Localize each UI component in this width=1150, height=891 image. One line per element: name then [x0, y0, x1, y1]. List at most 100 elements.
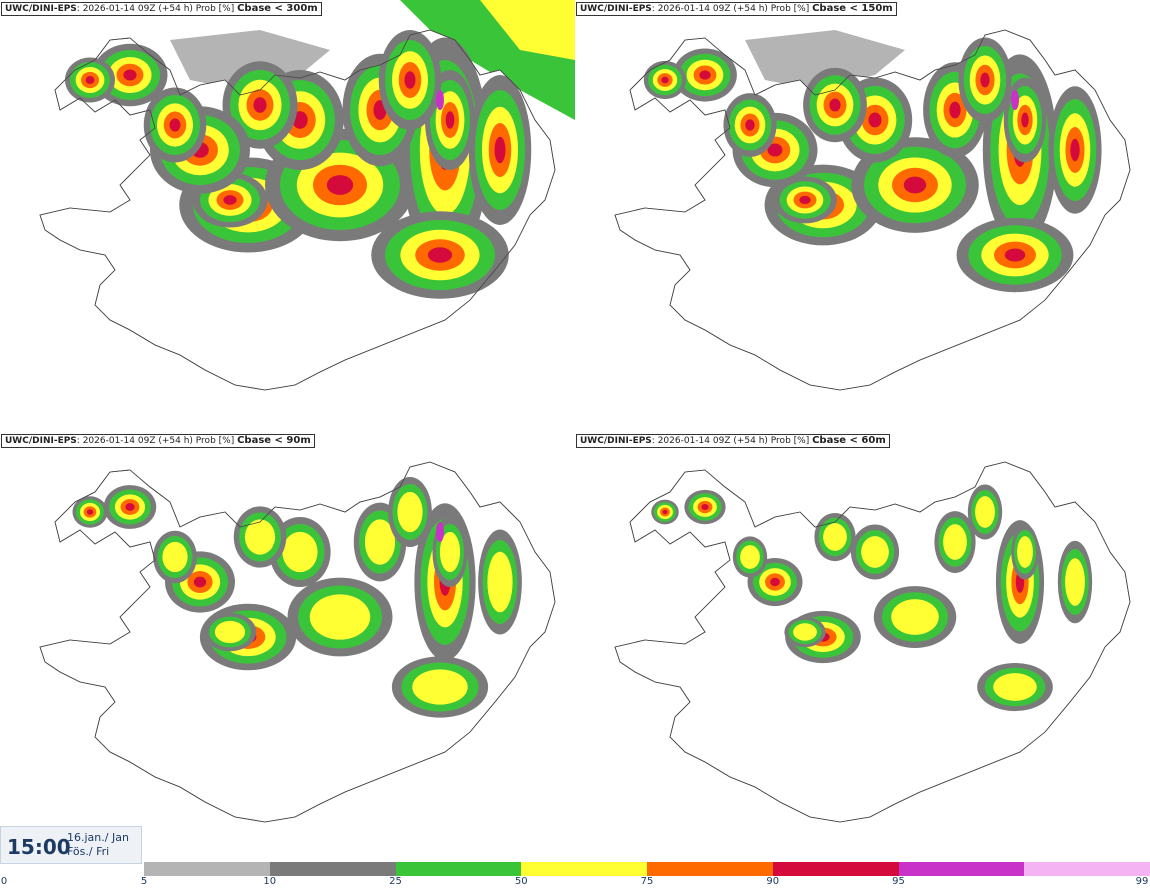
prob-contour: [487, 551, 513, 613]
prob-contour: [799, 195, 811, 205]
map-panel-300m: UWC/DINI-EPS: 2026-01-14 09Z (+54 h) Pro…: [0, 0, 575, 430]
threshold-label: Cbase < 150m: [812, 3, 893, 14]
iceland-map: [614, 29, 1131, 391]
panel-header: UWC/DINI-EPS: 2026-01-14 09Z (+54 h) Pro…: [1, 434, 315, 448]
model-name: UWC/DINI-EPS: [580, 4, 652, 14]
iceland-coastline-outline: [39, 29, 556, 391]
prob-field-grey: [745, 30, 905, 90]
colorbar-segment: [772, 862, 899, 876]
colorbar-tick-label: 50: [514, 876, 528, 887]
prob-contour: [767, 143, 783, 157]
prob-contour: [397, 491, 423, 533]
colorbar-segment: [898, 862, 1025, 876]
prob-peak: [1011, 90, 1019, 110]
prob-contour: [169, 118, 181, 132]
prob-contour: [223, 195, 237, 205]
run-info: 2026-01-14 09Z (+54 h) Prob [%]: [657, 436, 810, 446]
prob-contour: [661, 76, 669, 84]
prob-contour: [1004, 248, 1026, 262]
prob-contour: [943, 524, 967, 560]
prob-contour: [214, 620, 246, 644]
valid-time: 15:00: [7, 835, 71, 859]
prob-contour: [891, 599, 939, 635]
prob-contour: [980, 72, 990, 88]
prob-contour: [1021, 112, 1029, 128]
threshold-label: Cbase < 300m: [237, 3, 318, 14]
run-info: 2026-01-14 09Z (+54 h) Prob [%]: [657, 4, 810, 14]
colorbar-tick-label: 0: [0, 876, 8, 887]
panel-header: UWC/DINI-EPS: 2026-01-14 09Z (+54 h) Pro…: [576, 434, 890, 448]
iceland-coastline-outline: [614, 461, 1131, 823]
colorbar-tick-label: 25: [389, 876, 402, 887]
iceland-map: [614, 461, 1131, 823]
valid-date-line1: 16.jan./ Jan: [67, 831, 129, 844]
run-info: 2026-01-14 09Z (+54 h) Prob [%]: [82, 4, 235, 14]
prob-contour: [427, 247, 453, 263]
prob-contour: [193, 576, 207, 588]
colorbar-tick-label: 95: [892, 876, 905, 887]
prob-contour: [1070, 138, 1080, 162]
prob-contour: [745, 119, 755, 131]
valid-date-line2: Fös./ Fri: [67, 845, 110, 858]
iceland-coastline-outline: [614, 29, 1131, 391]
prob-contour: [949, 101, 961, 119]
colorbar-tick-label: 90: [766, 876, 780, 887]
prob-contour: [861, 536, 889, 568]
prob-contour: [404, 71, 416, 89]
colorbar-segment: [1024, 862, 1150, 876]
model-name: UWC/DINI-EPS: [5, 436, 77, 446]
prob-contour: [993, 673, 1037, 701]
prob-contour: [740, 545, 760, 569]
prob-contour: [445, 111, 455, 129]
prob-contour: [975, 496, 995, 528]
prob-contour: [793, 623, 817, 641]
prob-contour: [162, 541, 188, 573]
colorbar-segment: [144, 862, 271, 876]
threshold-label: Cbase < 60m: [812, 435, 886, 446]
colorbar-segment: [269, 862, 396, 876]
iceland-map: [39, 0, 575, 391]
prob-contour: [662, 509, 668, 515]
prob-contour: [823, 523, 847, 551]
iceland-map: [39, 461, 556, 823]
prob-contour: [699, 70, 711, 80]
map-panel-90m: UWC/DINI-EPS: 2026-01-14 09Z (+54 h) Pro…: [0, 432, 575, 862]
map-panel-150m: UWC/DINI-EPS: 2026-01-14 09Z (+54 h) Pro…: [575, 0, 1150, 430]
prob-peak: [436, 90, 444, 110]
prob-contour: [494, 136, 506, 164]
colorbar-segment: [395, 862, 522, 876]
colorbar-tick-label: 99: [1135, 876, 1149, 887]
prob-contour: [253, 97, 267, 113]
model-name: UWC/DINI-EPS: [580, 436, 652, 446]
prob-contour: [309, 594, 371, 640]
prob-contour: [1017, 536, 1033, 568]
prob-contour: [244, 519, 276, 555]
prob-contour: [85, 76, 95, 84]
threshold-label: Cbase < 90m: [237, 435, 311, 446]
colorbar-segment: [647, 862, 774, 876]
prob-contour: [701, 503, 709, 511]
prob-contour: [829, 98, 841, 112]
run-info: 2026-01-14 09Z (+54 h) Prob [%]: [82, 436, 235, 446]
prob-peak: [436, 522, 444, 542]
valid-time-box: 15:00 16.jan./ Jan Fös./ Fri: [0, 826, 142, 864]
prob-contour: [123, 69, 137, 81]
valid-date: 16.jan./ Jan Fös./ Fri: [67, 831, 129, 859]
prob-contour: [86, 509, 94, 515]
prob-contour: [364, 519, 396, 565]
prob-contour: [439, 531, 461, 573]
probability-colorbar: [144, 862, 1150, 876]
colorbar-segment: [521, 862, 648, 876]
model-name: UWC/DINI-EPS: [5, 4, 77, 14]
panel-header: UWC/DINI-EPS: 2026-01-14 09Z (+54 h) Pro…: [576, 2, 897, 16]
colorbar-tick-label: 75: [640, 876, 654, 887]
prob-contour: [412, 669, 468, 705]
map-panel-60m: UWC/DINI-EPS: 2026-01-14 09Z (+54 h) Pro…: [575, 432, 1150, 862]
prob-contour: [326, 175, 354, 195]
colorbar-tick-label: 10: [263, 876, 277, 887]
prob-contour: [282, 531, 318, 573]
prob-contour: [1065, 558, 1085, 606]
prob-contour: [125, 503, 135, 511]
iceland-coastline-outline: [39, 461, 556, 823]
colorbar-tick-label: 5: [140, 876, 148, 887]
